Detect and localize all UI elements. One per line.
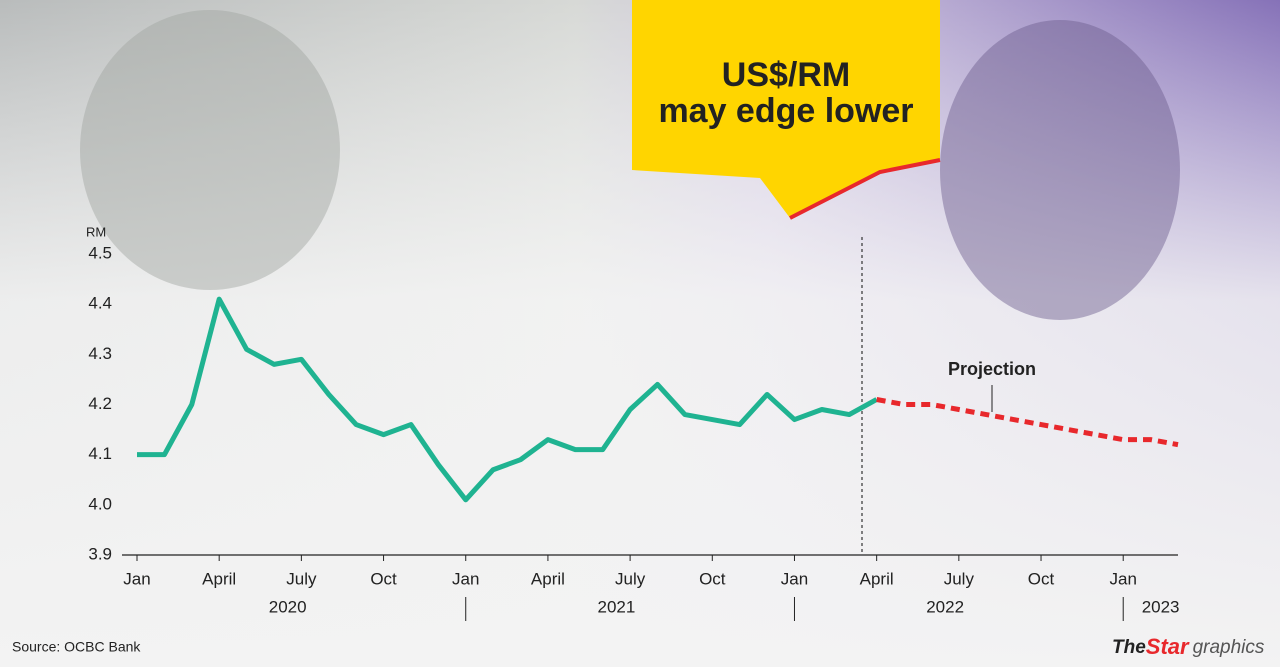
year-label: 2021 bbox=[597, 597, 635, 616]
annotation: Projection bbox=[948, 359, 1036, 379]
x-tick-label: July bbox=[944, 569, 975, 588]
y-tick-label: 4.3 bbox=[88, 344, 112, 363]
y-tick-label: 4.4 bbox=[88, 294, 112, 313]
year-label: 2023 bbox=[1142, 597, 1180, 616]
series-line bbox=[137, 296, 878, 503]
x-tick-label: Jan bbox=[452, 569, 479, 588]
x-tick-label: April bbox=[202, 569, 236, 588]
portrait-left bbox=[80, 10, 340, 290]
credit-part: Star bbox=[1146, 634, 1190, 659]
y-tick-label: 4.1 bbox=[88, 444, 112, 463]
chart-title: US$/RM bbox=[722, 56, 850, 94]
y-tick-label: 4.5 bbox=[88, 243, 112, 262]
x-tick-label: Oct bbox=[1028, 569, 1055, 588]
series-line bbox=[876, 397, 1179, 448]
x-tick-label: April bbox=[531, 569, 565, 588]
x-tick-label: April bbox=[860, 569, 894, 588]
credit-part: The bbox=[1112, 637, 1146, 658]
year-label: 2022 bbox=[926, 597, 964, 616]
x-tick-label: Jan bbox=[781, 569, 808, 588]
x-tick-label: July bbox=[286, 569, 317, 588]
credit-part: graphics bbox=[1193, 637, 1265, 658]
title-box-edge bbox=[789, 158, 941, 220]
y-tick-label: 4.0 bbox=[88, 494, 112, 513]
chart-title: may edge lower bbox=[658, 92, 913, 130]
year-label: 2020 bbox=[269, 597, 307, 616]
x-tick-label: Oct bbox=[699, 569, 726, 588]
title-box bbox=[632, 0, 940, 218]
y-axis-label: RM bbox=[86, 224, 106, 239]
x-tick-label: Oct bbox=[370, 569, 397, 588]
source: Source: OCBC Bank bbox=[12, 639, 141, 655]
y-tick-label: 4.2 bbox=[88, 394, 112, 413]
y-tick-label: 3.9 bbox=[88, 544, 112, 563]
portrait-right bbox=[940, 20, 1180, 320]
x-tick-label: Jan bbox=[1109, 569, 1136, 588]
x-tick-label: July bbox=[615, 569, 646, 588]
x-tick-label: Jan bbox=[123, 569, 150, 588]
credit: TheStar graphics bbox=[1112, 634, 1265, 659]
